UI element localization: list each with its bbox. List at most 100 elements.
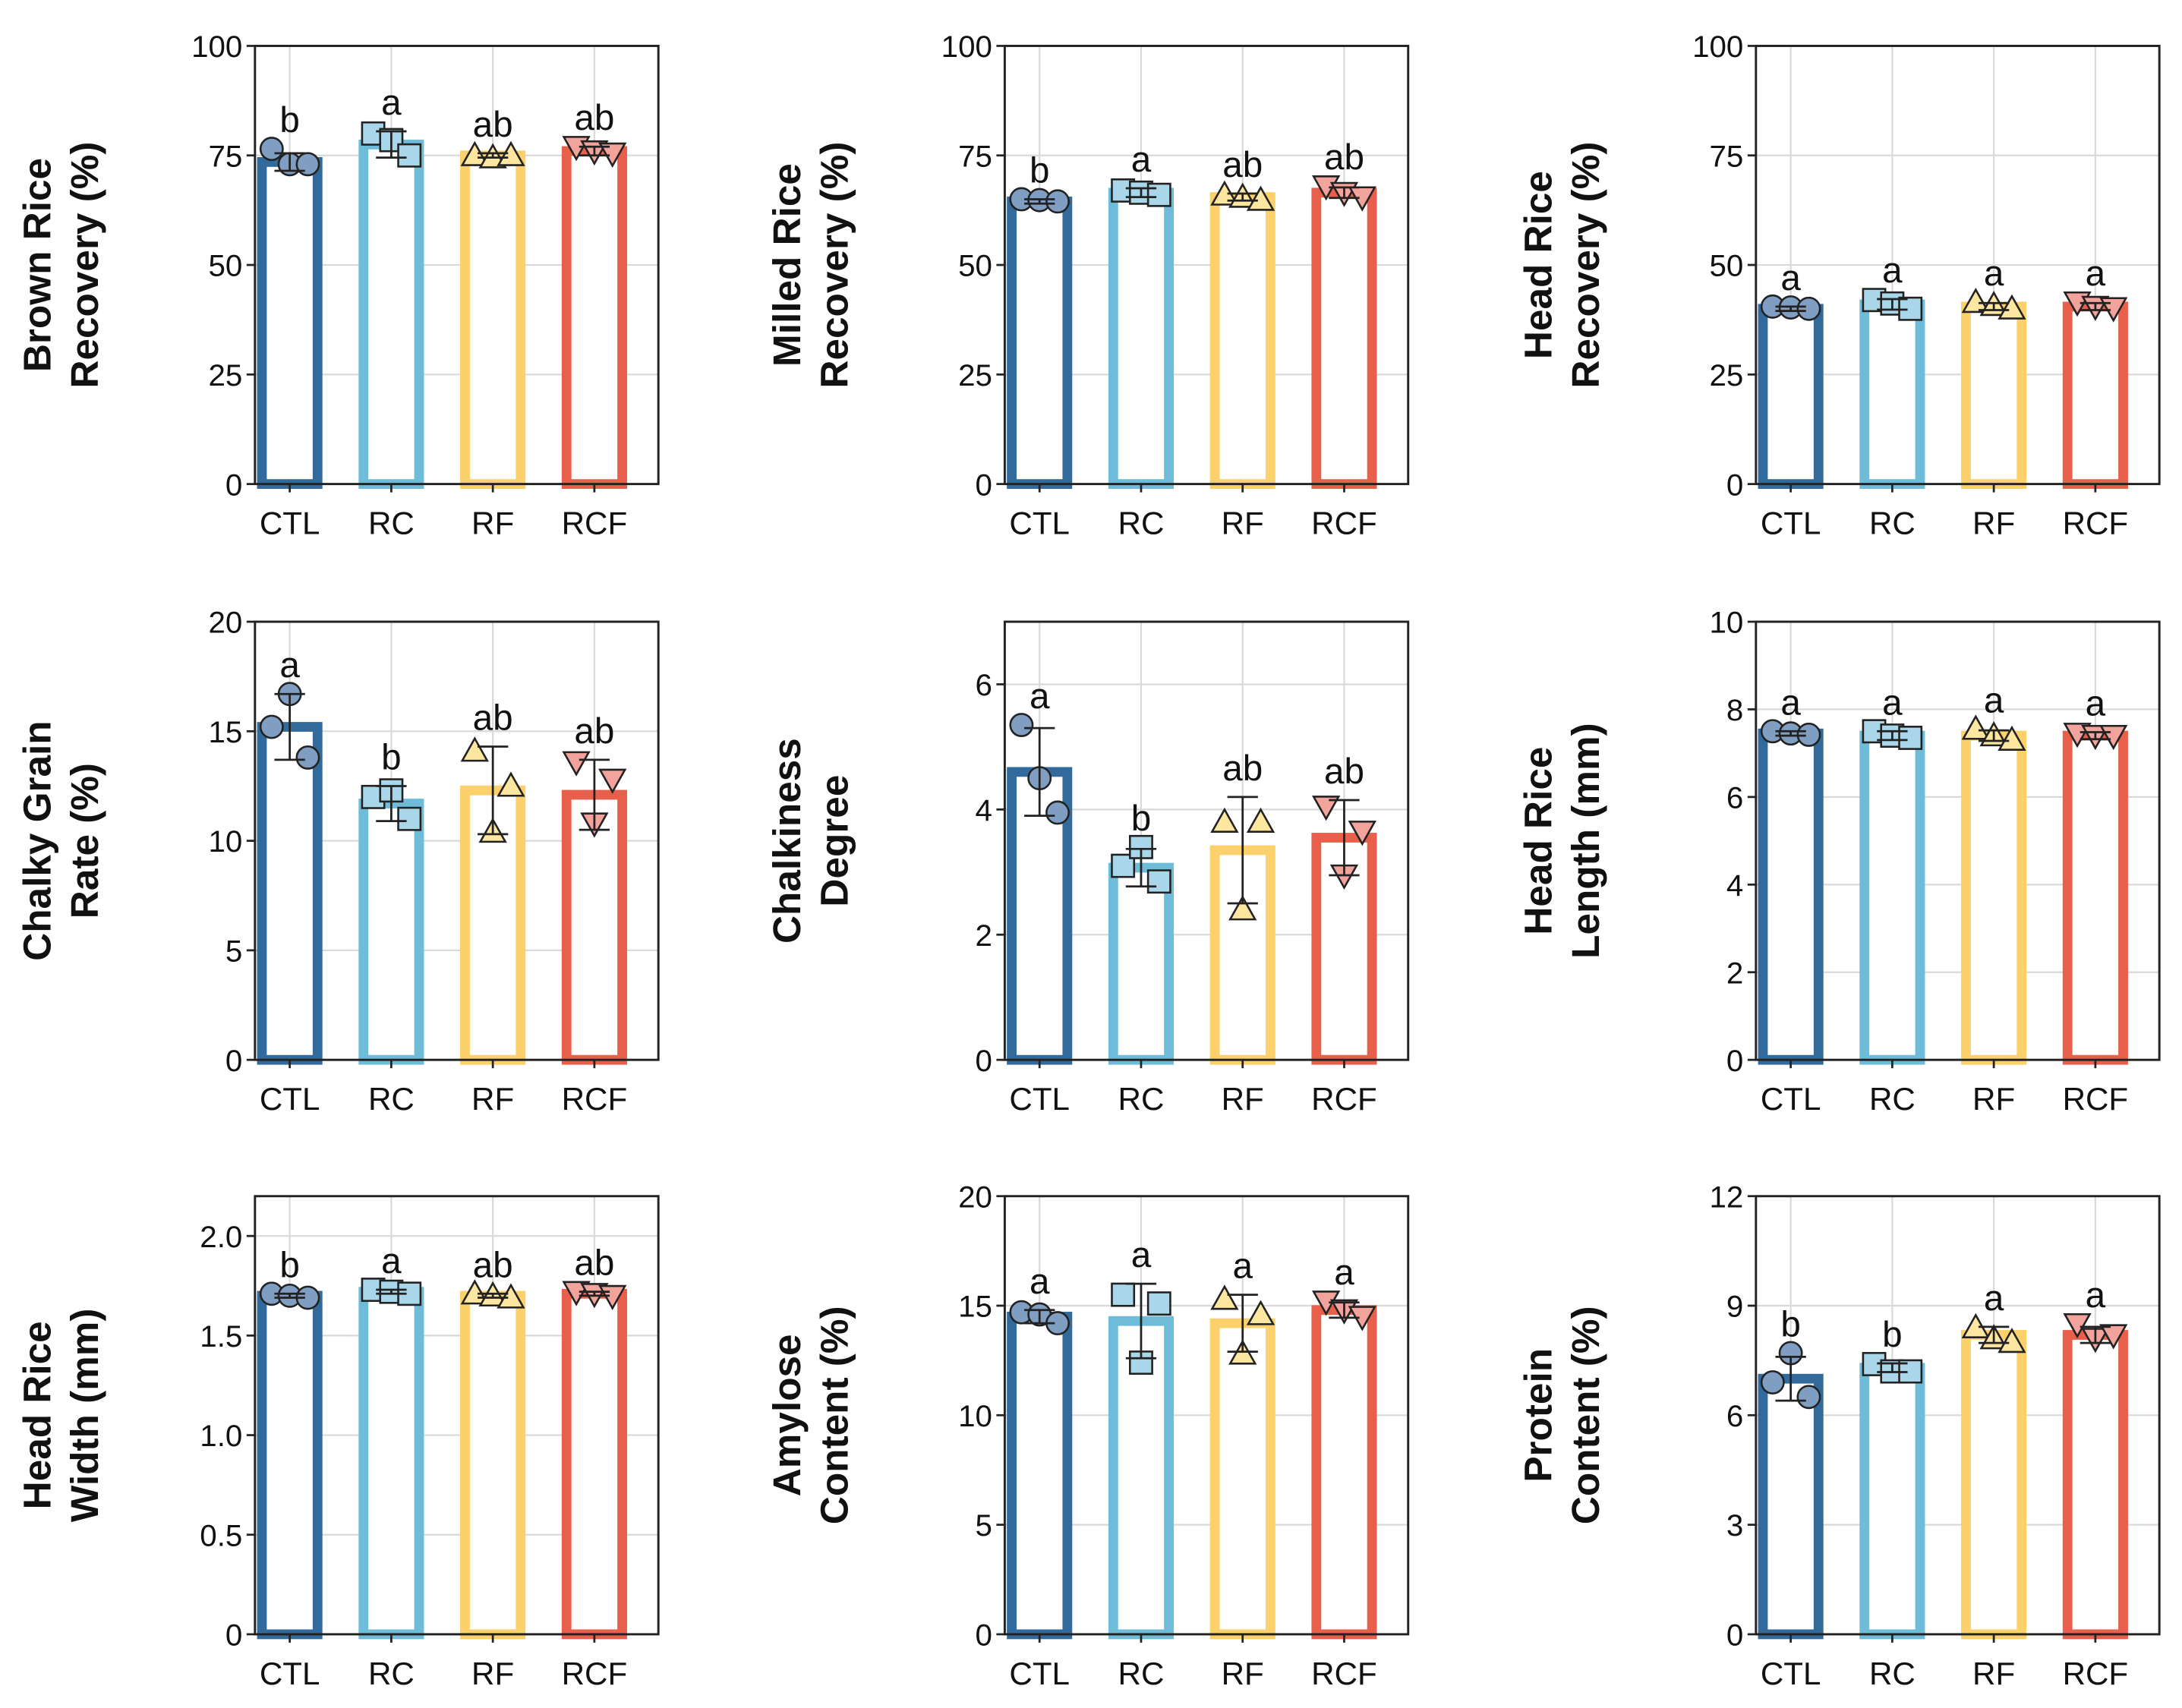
data-point-rc (1111, 1282, 1136, 1307)
y-axis-label: Rate (%) (63, 763, 106, 919)
significance-letter: a (279, 645, 300, 685)
bar-ctl (1758, 304, 1824, 490)
bar-rc (1859, 730, 1925, 1065)
y-axis-label: Content (%) (1564, 1306, 1607, 1524)
bar-rcf (1311, 188, 1377, 490)
y-tick-label: 25 (209, 358, 243, 392)
significance-letter: a (1984, 254, 2004, 294)
data-point-rf (1998, 725, 2026, 751)
y-tick-label: 2 (1726, 956, 1743, 990)
significance-letter: a (1780, 682, 1801, 723)
y-tick-label: 0 (975, 1044, 992, 1078)
data-point-rc (1898, 726, 1923, 750)
x-tick-label: RC (1118, 1656, 1165, 1691)
y-axis-label: Recovery (%) (812, 142, 856, 389)
bar-rf (1209, 192, 1275, 490)
significance-letter: a (1780, 258, 1801, 298)
data-point-rcf (1311, 796, 1341, 821)
plot-frame (254, 1195, 660, 1636)
x-tick-label: RF (1222, 1656, 1264, 1691)
significance-letter: a (2086, 683, 2106, 723)
y-tick-label: 1.0 (200, 1419, 242, 1453)
data-point-rf (497, 771, 525, 797)
data-point-ctl (1760, 1370, 1785, 1394)
data-point-ctl (1796, 296, 1821, 321)
bar-rcf (1311, 1305, 1377, 1640)
x-tick-label: CTL (1009, 506, 1070, 541)
x-tick-label: CTL (260, 1081, 320, 1117)
y-tick-label: 4 (1726, 868, 1743, 903)
data-point-rc (1146, 1291, 1171, 1316)
y-tick-label: 20 (958, 1180, 992, 1214)
x-tick-label: RC (368, 1081, 415, 1117)
significance-letter: a (1984, 1278, 2004, 1319)
data-point-ctl (259, 137, 284, 162)
significance-letter: b (1030, 150, 1050, 191)
significance-letter: b (381, 737, 402, 777)
x-tick-label: RCF (2063, 1656, 2129, 1691)
significance-letter: a (1334, 1253, 1354, 1293)
x-tick-label: RCF (2063, 506, 2129, 541)
significance-letter: a (381, 1241, 402, 1281)
bar-rc (1108, 862, 1175, 1065)
data-point-rc (1146, 182, 1171, 207)
significance-letter: a (381, 83, 402, 123)
significance-letter: ab (473, 105, 513, 145)
x-tick-label: RF (1222, 506, 1264, 541)
x-tick-label: CTL (1009, 1656, 1070, 1691)
data-point-rcf (598, 768, 627, 794)
y-tick-label: 10 (1709, 606, 1743, 640)
significance-letter: ab (574, 98, 614, 138)
x-tick-label: RCF (1311, 1656, 1377, 1691)
data-point-rf (1998, 1328, 2026, 1353)
bar-rcf (2062, 301, 2128, 490)
chart-panel-8: 0 5 10 15 20 a CTL a RC a RF a RCF Amylose Content (%) (765, 1180, 1410, 1691)
bar-rc (1108, 188, 1175, 490)
x-tick-label: RF (1972, 1656, 2015, 1691)
data-point-rc (397, 806, 422, 831)
bar-ctl (1758, 1373, 1824, 1640)
bar-rcf (561, 1288, 627, 1640)
bar-rf (460, 1290, 526, 1640)
plot-frame (1755, 44, 2161, 486)
data-point-ctl (295, 745, 320, 770)
y-tick-label: 0 (225, 1618, 242, 1653)
y-tick-label: 50 (209, 249, 243, 283)
x-tick-label: RCF (562, 1081, 628, 1117)
y-tick-label: 100 (191, 30, 242, 64)
y-tick-label: 15 (958, 1290, 992, 1324)
data-point-rcf (2099, 1324, 2128, 1350)
y-axis-label: Milled Rice (765, 163, 809, 367)
bar-rc (358, 1287, 424, 1640)
y-axis-label: Recovery (%) (1564, 142, 1607, 389)
data-point-rcf (562, 1281, 591, 1306)
y-axis-label: Chalky Grain (15, 720, 58, 960)
data-point-ctl (1045, 189, 1070, 214)
significance-letter: ab (1222, 748, 1263, 789)
y-tick-label: 25 (1709, 358, 1743, 392)
y-axis-label: Brown Rice (15, 158, 58, 372)
y-tick-label: 5 (975, 1508, 992, 1543)
x-tick-label: RCF (562, 1656, 628, 1691)
y-tick-label: 10 (209, 824, 243, 859)
bar-rcf (2062, 730, 2128, 1065)
bar-rf (1961, 1330, 2027, 1640)
y-tick-label: 50 (958, 249, 992, 283)
y-tick-label: 0 (225, 1044, 242, 1078)
data-point-ctl (259, 714, 284, 739)
x-tick-label: CTL (1761, 1656, 1821, 1691)
x-tick-label: CTL (260, 506, 320, 541)
plot-frame (1003, 1195, 1410, 1636)
x-tick-label: RC (368, 506, 415, 541)
y-tick-label: 2.0 (200, 1220, 242, 1254)
y-tick-label: 12 (1709, 1180, 1743, 1214)
chart-panel-6: 0 2 4 6 8 10 a CTL a RC a RF a RCF Head Rice Length (mm… (1516, 606, 2161, 1117)
y-axis-label: Head Rice (1516, 171, 1559, 359)
bar-ctl (1758, 728, 1824, 1065)
x-tick-label: RF (1972, 506, 2015, 541)
y-tick-label: 0 (1726, 1618, 1743, 1653)
chart-panel-4: 0 5 10 15 20 a CTL b RC ab RF ab RCF Chalky Grain Rate… (15, 606, 660, 1117)
x-tick-label: RC (1869, 1656, 1916, 1691)
bar-rc (358, 139, 424, 490)
